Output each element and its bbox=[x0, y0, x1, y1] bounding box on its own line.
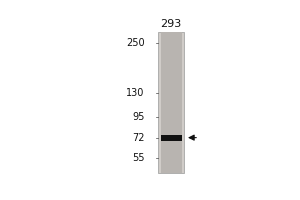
Bar bbox=[161, 32, 182, 173]
Text: 72: 72 bbox=[132, 133, 145, 143]
Text: 55: 55 bbox=[132, 153, 145, 163]
Bar bbox=[158, 32, 184, 173]
Text: 293: 293 bbox=[160, 19, 182, 29]
Text: 95: 95 bbox=[132, 112, 145, 122]
Text: 250: 250 bbox=[126, 38, 145, 48]
Text: 130: 130 bbox=[126, 88, 145, 98]
Bar bbox=[161, 135, 182, 141]
